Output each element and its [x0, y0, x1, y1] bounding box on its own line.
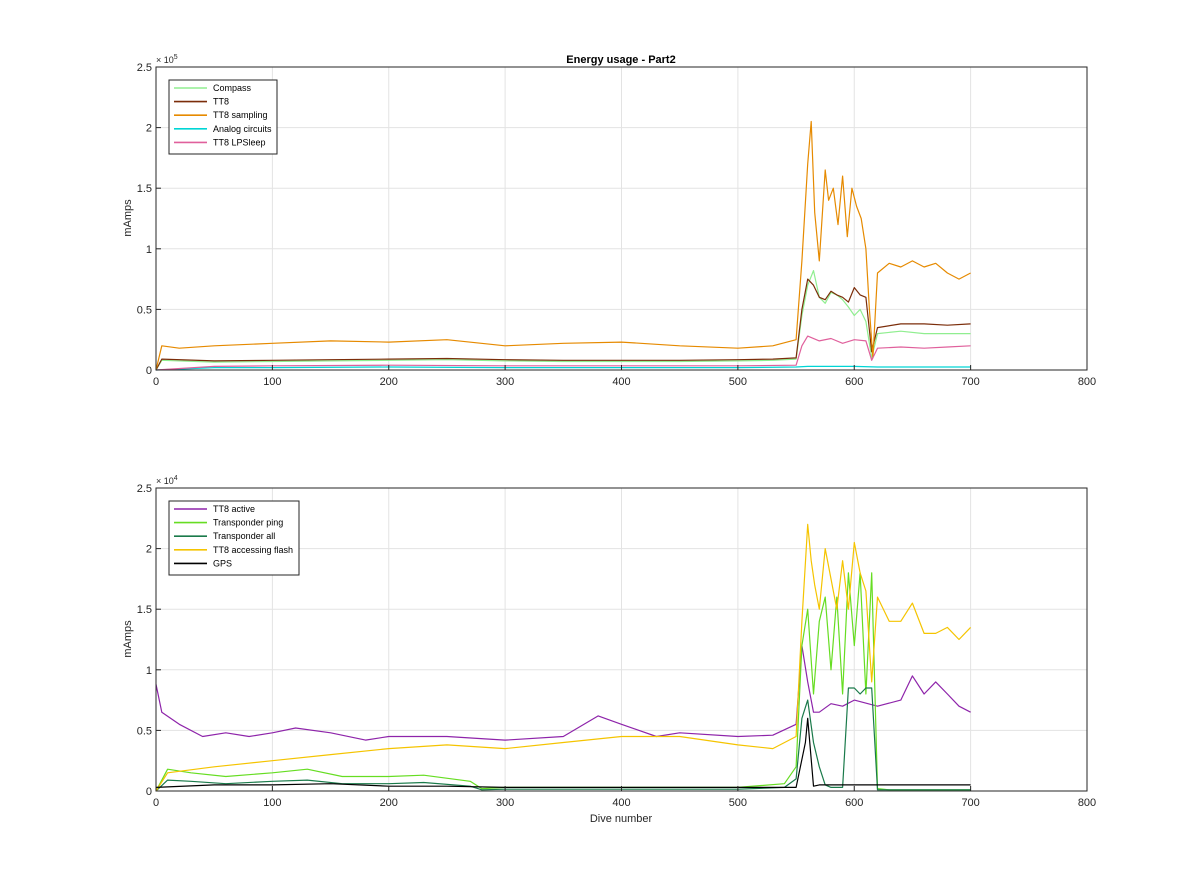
- figure-title: Energy usage - Part2: [566, 54, 675, 66]
- x-tick-label: 400: [612, 797, 630, 809]
- x-tick-label: 400: [612, 376, 630, 388]
- axes-bottom-xlabel: Dive number: [590, 813, 653, 825]
- y-tick-label: 1.5: [137, 183, 152, 195]
- series-line-transponder-all: [155, 687, 971, 792]
- legend-entry: TT8 LPSleep: [213, 137, 266, 147]
- series-line-compass: [155, 270, 971, 371]
- axes-top-ticks: 0 100 200 300 400 500 600 700 800 0 0.5 1 1.5 2 2.5: [137, 62, 1096, 388]
- y-tick-label: 2.5: [137, 483, 152, 495]
- legend-entry: Analog circuits: [213, 124, 272, 134]
- y-tick-label: 2: [146, 123, 152, 135]
- axes-top: 0 100 200 300 400 500 600 700 800 0 0.5 1 1.5 2 2.5 mA…: [122, 54, 1096, 388]
- y-tick-label: 1: [146, 244, 152, 256]
- x-tick-label: 800: [1078, 797, 1096, 809]
- legend-entry: TT8 accessing flash: [213, 545, 293, 555]
- y-tick-label: 0.5: [137, 304, 152, 316]
- x-tick-label: 0: [153, 376, 159, 388]
- series-line-transponder-ping: [155, 572, 971, 792]
- x-tick-label: 100: [263, 376, 281, 388]
- x-tick-label: 200: [380, 376, 398, 388]
- legend-entry: Compass: [213, 83, 252, 93]
- series-line-tt8: [155, 278, 971, 371]
- legend-entry: Transponder ping: [213, 518, 283, 528]
- axes-bottom-ylabel: mAmps: [122, 620, 134, 658]
- axes-bottom-exponent: × 104: [156, 475, 178, 486]
- axes-top-plot-area: [155, 120, 971, 371]
- x-tick-label: 800: [1078, 376, 1096, 388]
- series-line-tt8-sampling: [155, 120, 971, 371]
- legend-entry: TT8 sampling: [213, 110, 268, 120]
- x-tick-label: 200: [380, 797, 398, 809]
- x-tick-label: 300: [496, 797, 514, 809]
- y-tick-label: 1: [146, 665, 152, 677]
- axes-bottom: 0 100 200 300 400 500 600 700 800 0 0.5 1 1.5 2 2.5 mA…: [122, 475, 1096, 825]
- legend-entry: TT8 active: [213, 504, 255, 514]
- series-line-tt8-lpsleep: [155, 335, 971, 371]
- x-tick-label: 100: [263, 797, 281, 809]
- legend-entry: GPS: [213, 558, 232, 568]
- series-line-tt8-accessing-flash: [155, 523, 972, 792]
- x-tick-label: 500: [729, 376, 747, 388]
- x-tick-label: 600: [845, 376, 863, 388]
- x-tick-label: 500: [729, 797, 747, 809]
- x-tick-label: 0: [153, 797, 159, 809]
- legend-entry: TT8: [213, 97, 229, 107]
- y-tick-label: 1.5: [137, 604, 152, 616]
- x-tick-label: 700: [961, 797, 979, 809]
- axes-top-legend: Compass TT8 TT8 sampling Analog circuits TT8…: [168, 79, 278, 155]
- legend-entry: Transponder all: [213, 531, 275, 541]
- y-tick-label: 0.5: [137, 725, 152, 737]
- axes-bottom-ticks: 0 100 200 300 400 500 600 700 800 0 0.5 1 1.5 2 2.5: [137, 483, 1096, 809]
- series-line-analog-circuits: [155, 365, 971, 371]
- axes-top-exponent: × 105: [156, 54, 178, 65]
- series-line-tt8-active: [155, 644, 971, 741]
- y-tick-label: 0: [146, 786, 152, 798]
- x-tick-label: 700: [961, 376, 979, 388]
- axes-bottom-legend: TT8 active Transponder ping Transponder al…: [168, 500, 300, 576]
- y-tick-label: 2.5: [137, 62, 152, 74]
- x-tick-label: 600: [845, 797, 863, 809]
- y-tick-label: 2: [146, 544, 152, 556]
- axes-top-ylabel: mAmps: [122, 199, 134, 237]
- x-tick-label: 300: [496, 376, 514, 388]
- y-tick-label: 0: [146, 365, 152, 377]
